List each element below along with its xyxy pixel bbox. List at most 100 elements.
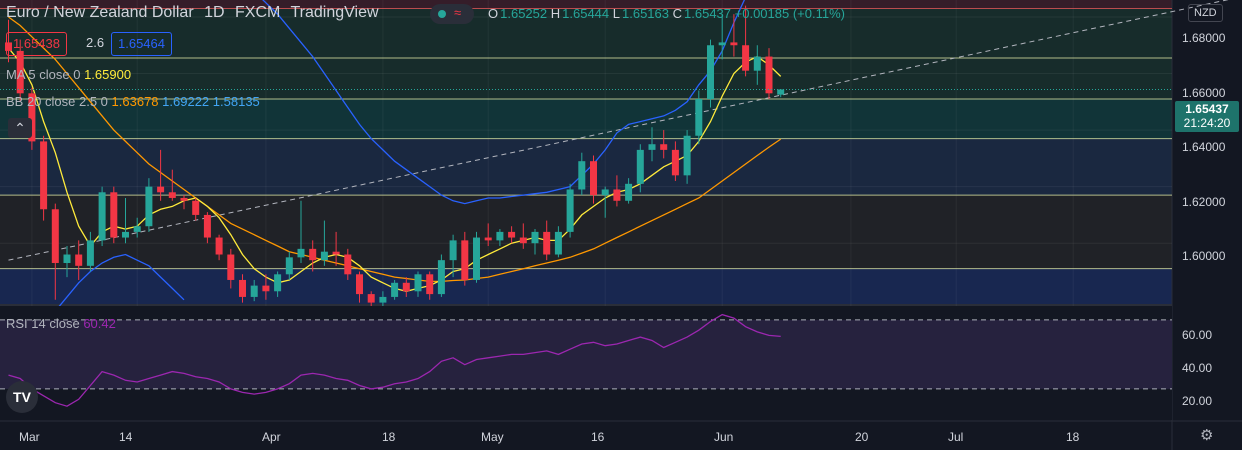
- time-tick-label: 18: [1066, 430, 1080, 444]
- candle: [356, 271, 363, 303]
- candle-body: [508, 231, 516, 238]
- time-tick-label: 20: [855, 430, 869, 444]
- candle: [86, 231, 94, 272]
- time-tick-label: 14: [119, 430, 133, 444]
- candle: [777, 89, 785, 98]
- candle-body: [496, 231, 504, 241]
- timeframe[interactable]: 1D: [204, 4, 225, 21]
- candle-body: [414, 274, 422, 292]
- ma-value: 1.65900: [84, 67, 132, 82]
- market-status-button[interactable]: ≈: [430, 4, 474, 24]
- candle-body: [636, 149, 644, 184]
- candle-body: [274, 274, 282, 292]
- broker-name: FXCM: [235, 4, 281, 21]
- candle-body: [285, 257, 293, 275]
- candle: [648, 127, 656, 162]
- candle-body: [484, 237, 492, 241]
- candle: [16, 39, 24, 102]
- candle: [133, 217, 141, 238]
- sell-button[interactable]: 1.65438: [6, 32, 67, 56]
- candle-body: [320, 251, 328, 261]
- candle-body: [157, 186, 165, 193]
- trend-line: [8, 0, 1229, 261]
- ma-legend[interactable]: MA 5 close 0 1.65900: [6, 67, 131, 82]
- candle-body: [426, 274, 434, 295]
- buy-button[interactable]: 1.65464: [111, 32, 172, 56]
- candle: [671, 141, 679, 181]
- high-label: H: [550, 6, 561, 21]
- candle: [531, 229, 539, 255]
- price-zone: [0, 268, 1172, 304]
- candle: [157, 149, 165, 201]
- gear-icon[interactable]: ⚙: [1200, 427, 1214, 444]
- candle: [180, 195, 188, 210]
- rsi-legend[interactable]: RSI 14 close 60.42: [6, 316, 116, 331]
- candle-body: [180, 197, 188, 201]
- candle-body: [250, 285, 258, 297]
- rsi-pane: [0, 306, 1172, 420]
- bb-legend[interactable]: BB 20 close 2.5 0 1.63678 1.69222 1.5813…: [6, 94, 260, 109]
- candle: [578, 152, 586, 196]
- candle: [613, 175, 621, 207]
- candle: [660, 130, 668, 159]
- candle-body: [613, 189, 621, 201]
- candle: [239, 274, 246, 303]
- candle: [601, 186, 609, 218]
- tradingview-logo[interactable]: TV: [6, 381, 38, 413]
- candle-body: [356, 274, 363, 295]
- rsi-line: [8, 313, 781, 407]
- price-zone: [0, 57, 1172, 99]
- candle-body: [683, 135, 691, 176]
- candle-body: [671, 149, 679, 176]
- candle-body: [554, 231, 562, 255]
- candle: [449, 234, 457, 278]
- candle-body: [391, 282, 399, 297]
- candle: [192, 197, 200, 221]
- candle: [203, 212, 211, 244]
- ohlc-readout: O 1.65252 H 1.65444 L 1.65163 C 1.65437 +0.0…: [488, 6, 845, 21]
- bb-upper-value: 1.69222: [162, 94, 210, 109]
- candle: [110, 186, 118, 244]
- collapse-legend-button[interactable]: ⌃: [8, 118, 32, 138]
- rsi-label: RSI 14 close: [6, 316, 80, 331]
- candle-body: [379, 296, 387, 303]
- candle-body: [297, 248, 305, 258]
- candle-body: [16, 50, 24, 94]
- candle-body: [543, 231, 551, 255]
- candle-body: [309, 248, 317, 261]
- candle: [554, 226, 562, 258]
- candle: [63, 246, 71, 278]
- candle-body: [227, 254, 235, 280]
- close-value: 1.65437: [684, 6, 732, 21]
- candle-body: [110, 192, 118, 238]
- time-tick-label: May: [481, 430, 504, 444]
- candle-body: [86, 240, 94, 266]
- currency-selector[interactable]: NZD: [1188, 4, 1223, 22]
- candle: [625, 178, 633, 204]
- open-label: O: [488, 6, 499, 21]
- change-value: +0.00185 (+0.11%): [734, 6, 845, 21]
- candle-body: [742, 45, 750, 71]
- instrument-name: Euro / New Zealand Dollar: [6, 4, 194, 21]
- bollinger-basis-line: [8, 16, 782, 283]
- candle-body: [473, 237, 480, 280]
- candle: [543, 220, 551, 261]
- candle: [426, 271, 434, 300]
- last-price: 1.65437: [1185, 102, 1229, 116]
- high-value: 1.65444: [562, 6, 610, 21]
- candle-body: [215, 237, 223, 255]
- market-open-dot-icon: [438, 10, 446, 18]
- candle-body: [133, 226, 141, 232]
- candle: [215, 234, 223, 261]
- candle: [707, 39, 714, 108]
- candle-body: [40, 141, 48, 210]
- candle-body: [718, 42, 726, 46]
- candle: [718, 14, 726, 60]
- candle: [262, 274, 270, 300]
- candle-body: [332, 251, 340, 255]
- candle-body: [660, 144, 668, 150]
- chart-title: Euro / New Zealand Dollar 1D FXCM Tradin…: [6, 4, 385, 22]
- candle-body: [590, 161, 597, 196]
- candle: [636, 144, 644, 193]
